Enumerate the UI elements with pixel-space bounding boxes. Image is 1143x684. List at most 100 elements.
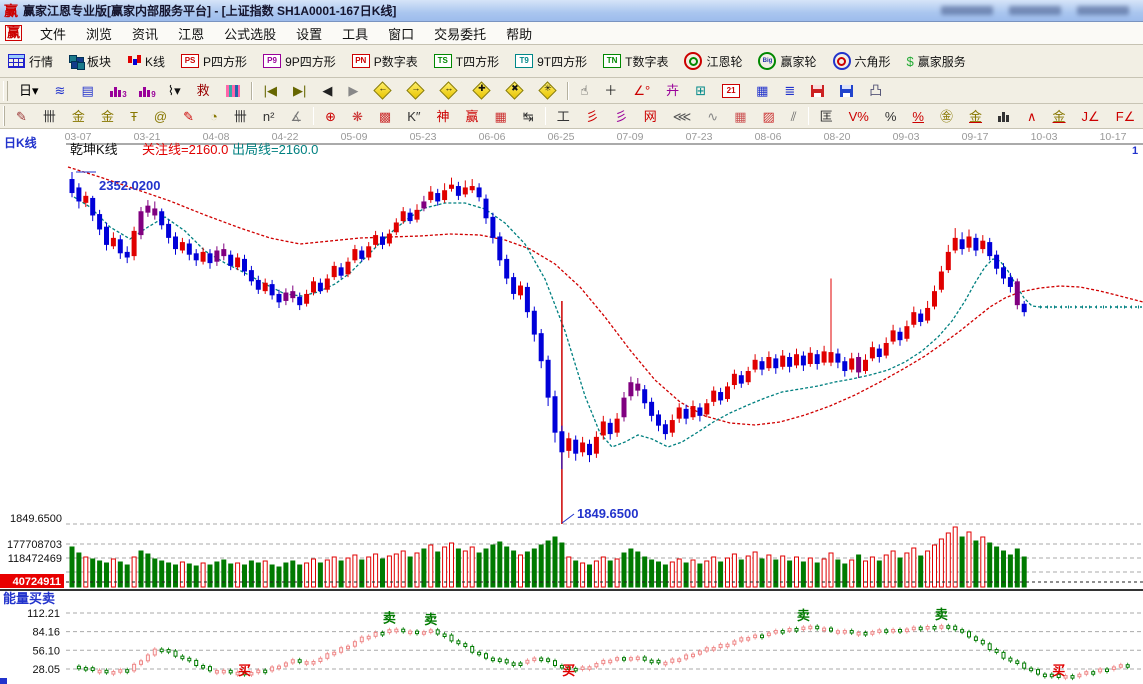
quote-button[interactable]: 行情 <box>1 50 60 73</box>
menu-item-8[interactable]: 窗口 <box>388 26 415 42</box>
winner-service-button[interactable]: $ 赢家服务 <box>900 50 973 73</box>
kline-chart-canvas[interactable]: 03-07 03-21 04-08 04-22 05-09 05-23 06-06 06-25… <box>0 129 1143 684</box>
first-page-button[interactable]: |◀ <box>257 80 284 101</box>
gold-grid-tool-1[interactable]: 金 <box>65 106 92 127</box>
purple-tool-button[interactable]: 卉 <box>659 80 686 101</box>
sector-button[interactable]: 板块 <box>62 50 118 73</box>
overlay-name: 乾坤K线 <box>70 142 118 157</box>
diamond-star-button[interactable]: ✳ <box>532 79 563 102</box>
menu-item-7[interactable]: 工具 <box>342 26 369 42</box>
fibonacci-tool[interactable]: Ŧ <box>123 106 145 127</box>
fan-red-tool[interactable]: 彡 <box>579 106 606 127</box>
angle-tool[interactable]: ∡ <box>283 106 309 127</box>
fan-grid-icon: 网 <box>643 108 657 124</box>
span-arrow-tool[interactable]: ↹ <box>516 106 541 127</box>
gold-grid-tool-2[interactable]: 金 <box>94 106 121 127</box>
winner-wheel-button[interactable]: Big 赢家轮 <box>751 49 823 73</box>
report-doc-button[interactable]: ▤ <box>74 80 100 101</box>
p-square-button[interactable]: PS P四方形 <box>174 50 254 73</box>
t-square-button[interactable]: TS T四方形 <box>427 50 506 73</box>
save-button[interactable] <box>804 82 831 100</box>
hash-tool[interactable]: 卌 <box>227 106 254 127</box>
volume-axis-label-2: 118472469 <box>8 553 62 565</box>
ray-lines-tool[interactable]: ⋘ <box>666 106 699 127</box>
spiral-tool[interactable]: @ <box>147 106 174 127</box>
a-wave-icon: ∧ <box>1027 108 1037 124</box>
menu-item-5[interactable]: 公式选股 <box>224 26 277 42</box>
percent-tool[interactable]: % <box>878 106 904 127</box>
pen-chart-tool[interactable]: ✎ <box>176 106 201 127</box>
crosshair-button[interactable]: ＋ <box>597 80 624 101</box>
maze-tool-button[interactable]: ⊞ <box>688 80 713 101</box>
prev-button[interactable]: ◀ <box>315 80 339 101</box>
n-square-tool[interactable]: n² <box>256 106 282 127</box>
diamond-x-button[interactable]: ✖ <box>499 79 530 102</box>
gold-angle-line-tool[interactable]: 金 <box>1046 106 1073 127</box>
hexagon-button[interactable]: 六角形 <box>826 49 898 73</box>
menu-item-2[interactable]: 浏览 <box>86 26 113 42</box>
alert-tool-button[interactable]: 救 <box>190 80 217 101</box>
period-day-dropdown[interactable]: 日▾ <box>12 80 46 101</box>
percent-line-tool[interactable]: % <box>905 106 931 127</box>
hand-pan-button[interactable]: ☝ <box>573 80 595 101</box>
color-histogram-button[interactable] <box>219 82 247 100</box>
timeshare-button[interactable]: ≋ <box>48 80 73 101</box>
v-wave-tool[interactable]: ∿ <box>700 106 725 127</box>
f-angle-tool[interactable]: F∠ <box>1109 106 1143 127</box>
notepad-button[interactable]: ≣ <box>777 80 802 101</box>
menu-item-10[interactable]: 帮助 <box>506 26 533 42</box>
fan-grid-tool[interactable]: 网 <box>637 106 664 127</box>
j-angle-icon: J∠ <box>1081 108 1100 124</box>
k-measure-tool[interactable]: K″ <box>400 106 427 127</box>
diamond-left-button[interactable]: ← <box>367 79 398 102</box>
9t-square-button[interactable]: T9 9T四方形 <box>508 50 594 73</box>
next-button[interactable]: ▶ <box>341 80 365 101</box>
grid-123-tool[interactable]: ▦ <box>488 106 514 127</box>
web-grid-tool[interactable]: ▩ <box>372 106 398 127</box>
grid-arrow-tool[interactable]: ▨ <box>756 106 782 127</box>
grid-ruler-tool[interactable]: 卌 <box>36 106 63 127</box>
gann-wheel-button[interactable]: 江恩轮 <box>677 49 749 73</box>
bars-9-button[interactable]: 9 <box>132 82 159 100</box>
win-grid-tool[interactable]: 赢 <box>459 106 486 127</box>
9p-square-button[interactable]: P9 9P四方形 <box>256 50 343 73</box>
corner-resize-mark[interactable] <box>0 678 7 684</box>
j-angle-tool[interactable]: J∠ <box>1075 106 1107 127</box>
matrix-button[interactable]: ▦ <box>749 80 775 101</box>
last-page-button[interactable]: ▶| <box>286 80 313 101</box>
kline-button[interactable]: K线 <box>120 50 172 73</box>
band-tool[interactable]: 匡 <box>813 106 840 127</box>
candle-style-dropdown[interactable]: ⌇▾ <box>161 80 188 101</box>
save-net-button[interactable] <box>833 82 860 100</box>
diamond-plus-button[interactable]: ✚ <box>466 79 497 102</box>
radial-web-tool[interactable]: ❋ <box>345 106 370 127</box>
parallel-lines-tool[interactable]: ⫽ <box>784 106 804 127</box>
gold-line-tool[interactable]: 金 <box>962 106 989 127</box>
gold-circle-tool[interactable]: ㊎ <box>933 106 960 127</box>
print-button[interactable]: 凸 <box>862 80 889 101</box>
target-circle-tool[interactable]: ⊕ <box>318 106 343 127</box>
shen-grid-tool[interactable]: 神 <box>430 106 457 127</box>
menu-item-1[interactable]: 文件 <box>40 26 67 42</box>
red-grid-tool[interactable]: ▦ <box>727 106 753 127</box>
bars-pen-tool[interactable] <box>991 107 1018 125</box>
p-number-button[interactable]: PN P数字表 <box>345 50 425 73</box>
menu-item-6[interactable]: 设置 <box>296 26 323 42</box>
menu-item-4[interactable]: 江恩 <box>178 26 205 42</box>
bars-3-button[interactable]: 3 <box>103 82 130 100</box>
frame-tool[interactable]: 工 <box>550 106 577 127</box>
fan-purple-tool[interactable]: 彡 <box>608 106 635 127</box>
menu-item-3[interactable]: 资讯 <box>132 26 159 42</box>
diamond-right-button[interactable]: → <box>400 79 431 102</box>
calendar-21-button[interactable]: 21 <box>715 81 747 101</box>
diamond-expand-button[interactable]: ↔ <box>433 79 464 102</box>
v-percent-tool[interactable]: V% <box>842 106 876 127</box>
pane-divider[interactable] <box>0 589 1143 591</box>
time-cycle-tool[interactable]: ◔ <box>203 106 225 127</box>
pen-tool[interactable]: ✎ <box>9 106 34 127</box>
angle-measure-button[interactable]: ∠° <box>626 80 657 101</box>
date-label: 10-17 <box>1100 131 1127 143</box>
t-number-button[interactable]: TN T数字表 <box>596 50 675 73</box>
menu-item-9[interactable]: 交易委托 <box>434 26 487 42</box>
a-wave-tool[interactable]: ∧ <box>1020 106 1044 127</box>
